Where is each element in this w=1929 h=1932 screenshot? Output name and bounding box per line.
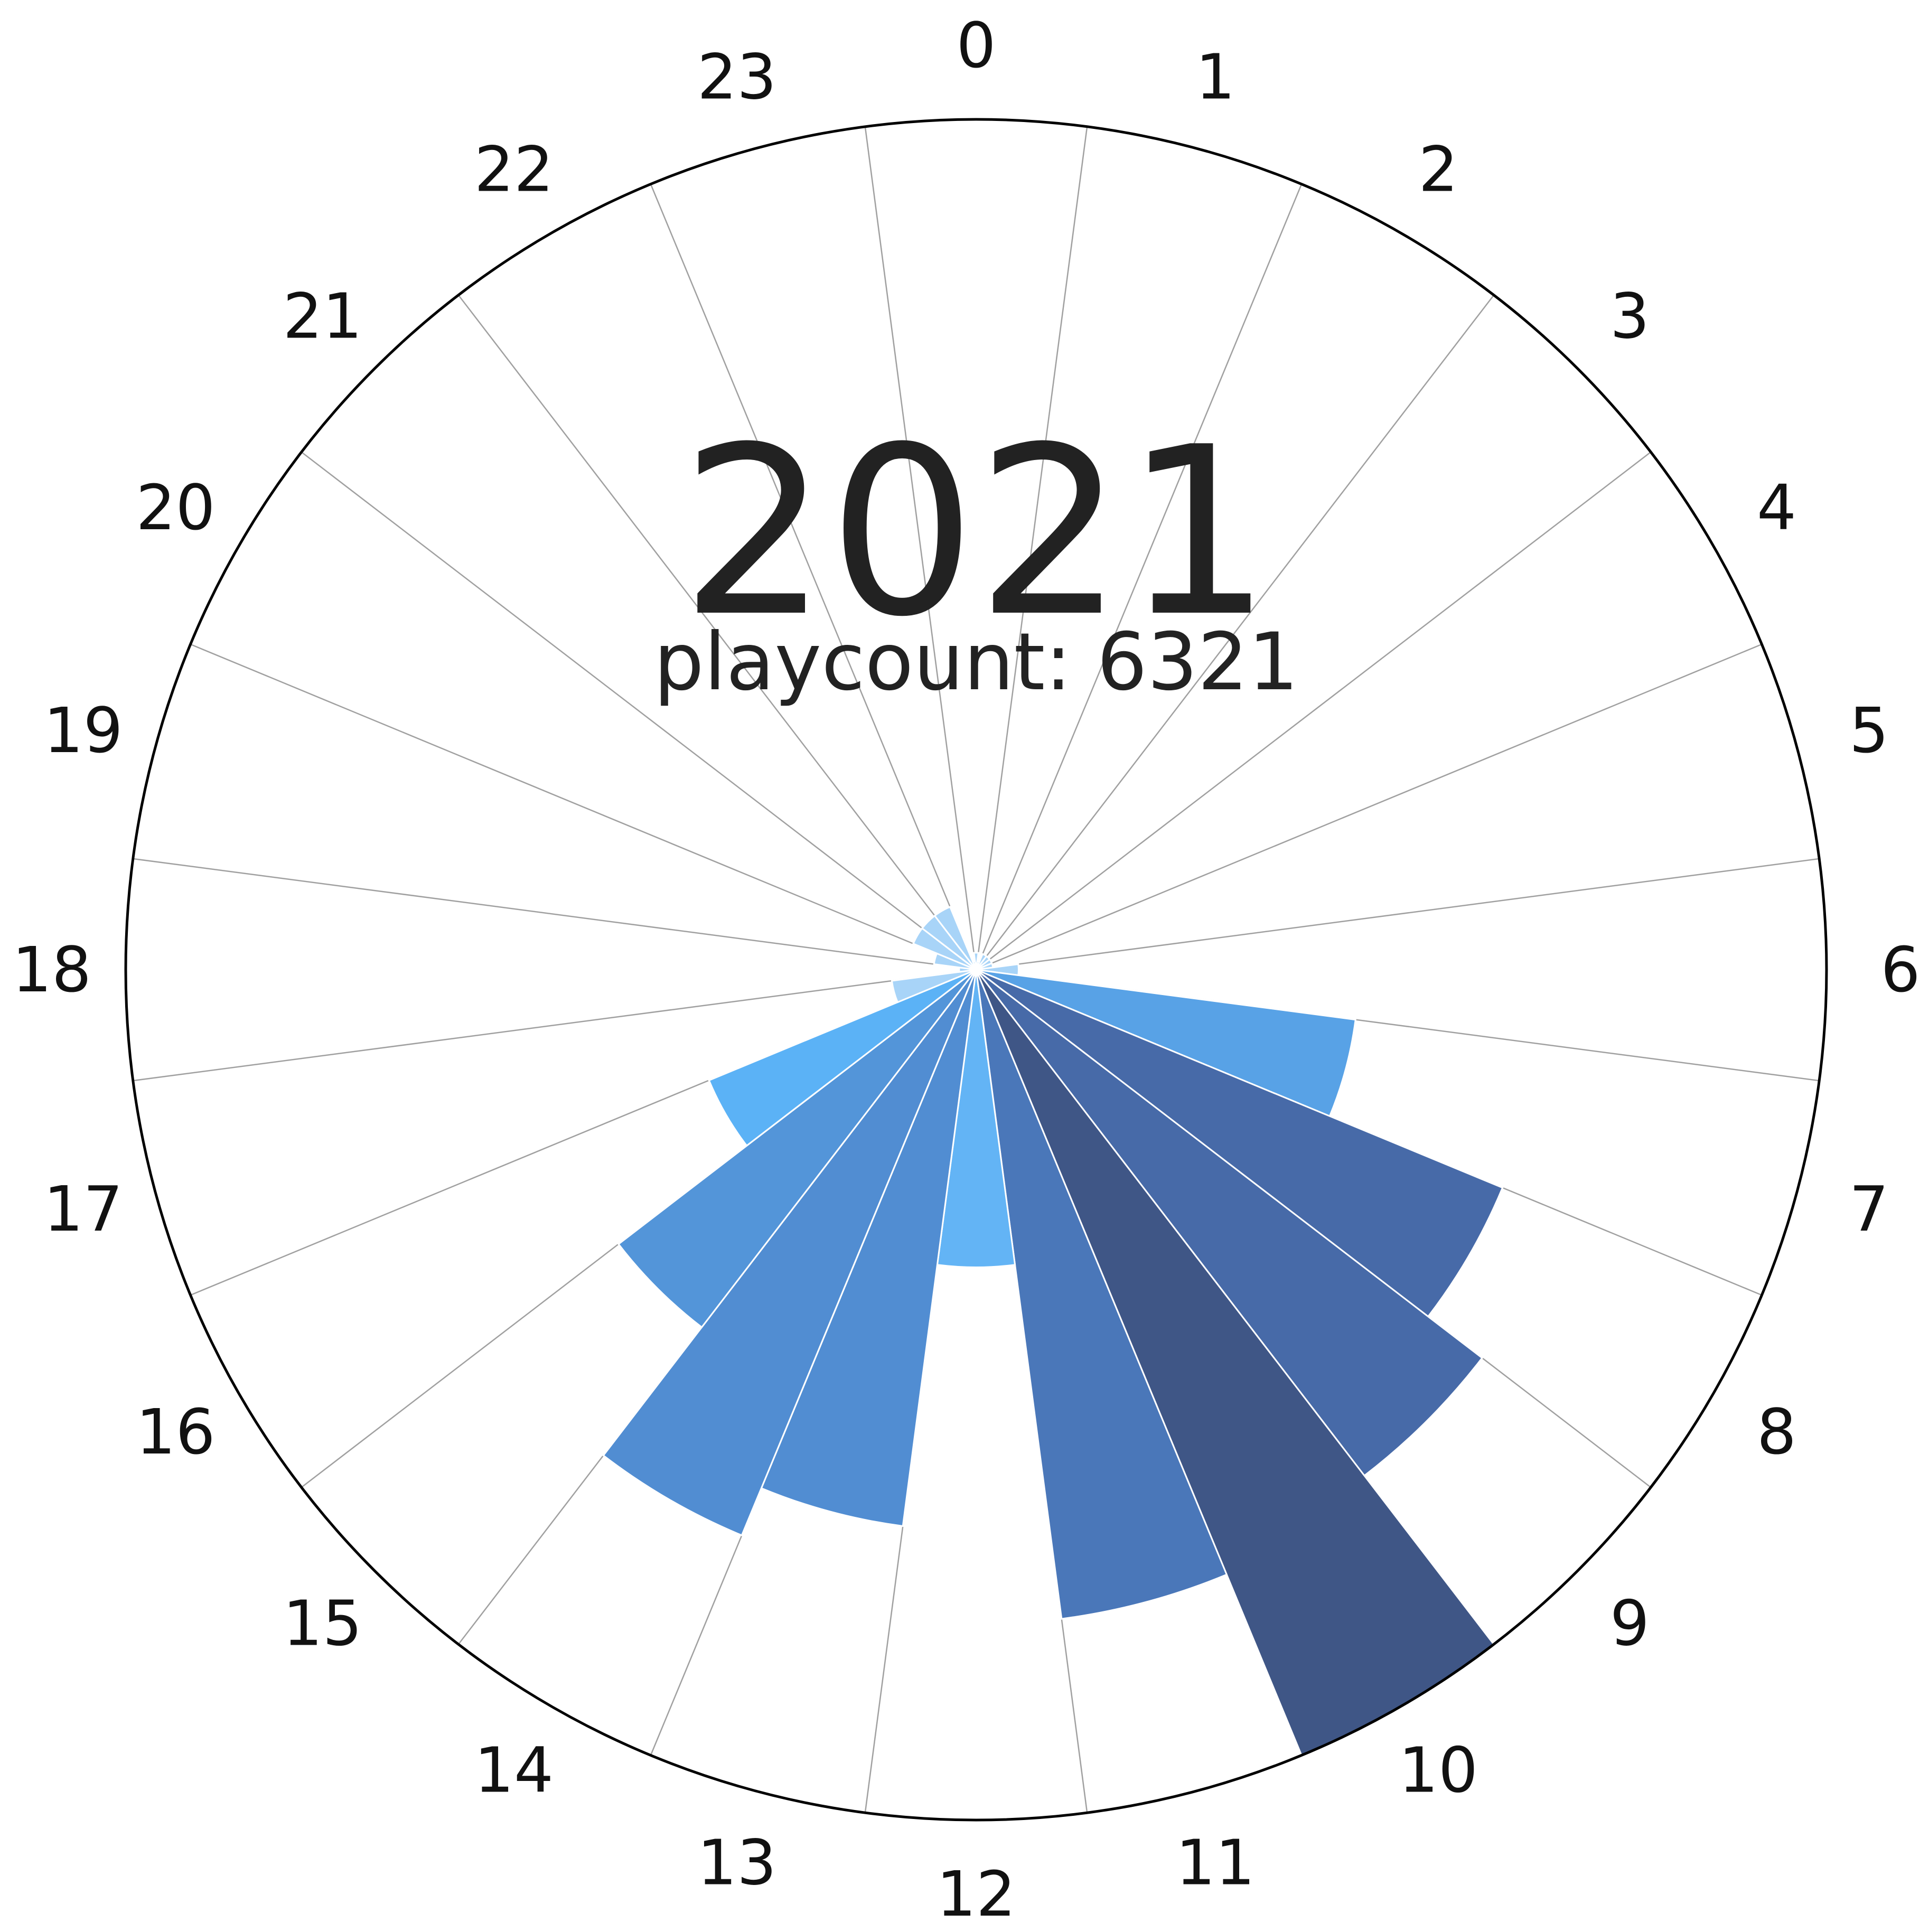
hour-label-13: 13: [697, 1826, 776, 1899]
gridline: [976, 643, 1762, 971]
hour-label-10: 10: [1399, 1734, 1478, 1807]
bar-hour-14: [602, 969, 977, 1536]
hour-label-7: 7: [1849, 1173, 1889, 1245]
bar-hour-23: [971, 960, 977, 970]
hour-label-0: 0: [956, 9, 996, 82]
gridline: [133, 858, 977, 971]
bar-hour-13: [760, 969, 977, 1527]
gridline: [975, 126, 1088, 970]
gridline: [976, 858, 1820, 971]
bar-hour-16: [708, 969, 977, 1147]
bar-hour-8: [976, 969, 1504, 1318]
bar-hour-11: [975, 969, 1228, 1620]
hour-label-14: 14: [474, 1734, 554, 1807]
hour-label-6: 6: [1880, 933, 1920, 1006]
chart-subtitle: playcount: 6321: [654, 616, 1299, 708]
gridline: [976, 294, 1495, 970]
bars: [602, 906, 1504, 1757]
hour-label-11: 11: [1176, 1826, 1255, 1899]
bar-hour-22: [933, 906, 977, 970]
outer-ring: [124, 118, 1828, 1822]
hour-label-3: 3: [1610, 280, 1650, 353]
gridline: [190, 643, 977, 971]
hour-label-8: 8: [1757, 1395, 1796, 1468]
bar-hour-0: [973, 952, 979, 970]
bar-hour-9: [975, 969, 1484, 1477]
hour-label-9: 9: [1610, 1587, 1650, 1659]
hour-label-17: 17: [44, 1173, 123, 1245]
hour-label-18: 18: [12, 933, 91, 1006]
gridline: [301, 451, 977, 970]
hour-label-21: 21: [283, 280, 362, 353]
hour-label-23: 23: [697, 41, 776, 114]
bar-hour-15: [617, 969, 977, 1329]
gridline: [864, 126, 977, 970]
hour-label-2: 2: [1418, 133, 1458, 206]
hour-label-15: 15: [283, 1587, 362, 1659]
hour-label-22: 22: [474, 133, 554, 206]
hour-label-4: 4: [1757, 471, 1796, 544]
gridline: [457, 294, 977, 970]
gridline: [650, 184, 977, 970]
chart-title: 2021: [680, 397, 1272, 668]
hour-label-16: 16: [136, 1395, 215, 1468]
gridline: [975, 184, 1303, 970]
gridline: [133, 969, 977, 1082]
hour-label-5: 5: [1849, 694, 1889, 767]
bar-hour-7: [976, 969, 1356, 1118]
hour-label-20: 20: [136, 471, 215, 544]
hour-label-1: 1: [1195, 41, 1235, 114]
hour-label-19: 19: [44, 694, 123, 767]
bar-hour-17: [891, 969, 977, 1003]
hour-label-12: 12: [937, 1858, 1016, 1929]
gridline: [976, 451, 1652, 970]
